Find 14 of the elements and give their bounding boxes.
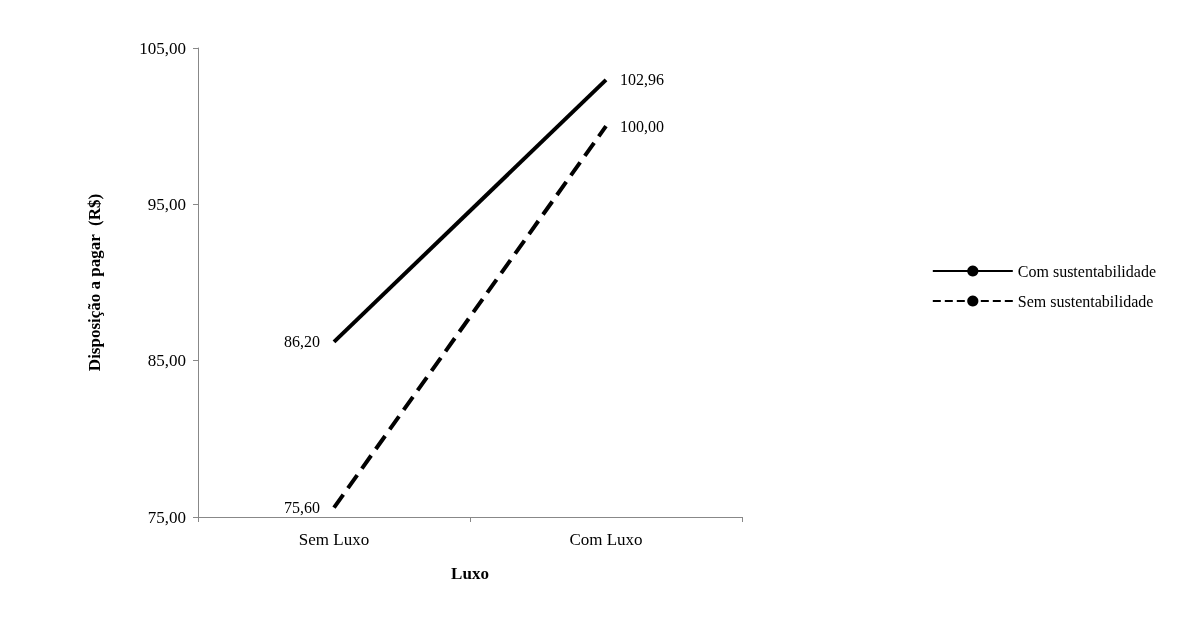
y-tick-label: 95,00 bbox=[147, 194, 186, 214]
y-tick-label: 85,00 bbox=[147, 351, 186, 371]
x-tick-label: Sem Luxo bbox=[298, 530, 370, 549]
y-tick-label: 75,00 bbox=[147, 507, 186, 527]
data-label: 100,00 bbox=[620, 117, 664, 135]
y-axis-title: Disposição a pagar (R$) bbox=[85, 193, 104, 372]
data-label: 86,20 bbox=[284, 333, 320, 351]
data-label: 75,60 bbox=[284, 499, 320, 517]
x-tick-label: Com Luxo bbox=[569, 530, 643, 549]
y-tick-label: 105,00 bbox=[139, 38, 186, 58]
data-label: 102,96 bbox=[620, 71, 664, 89]
legend-label: Com sustentabilidade bbox=[1017, 262, 1156, 280]
legend-label: Sem sustentabilidade bbox=[1017, 292, 1154, 310]
x-axis-title: Luxo bbox=[451, 564, 489, 583]
